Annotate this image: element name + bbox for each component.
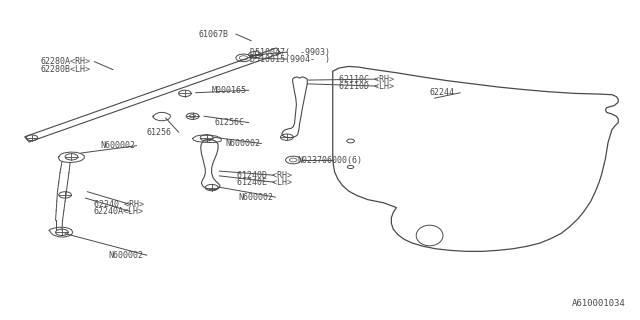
Text: 61256: 61256 <box>147 128 172 137</box>
Text: N600002: N600002 <box>100 141 135 150</box>
Text: 62280B<LH>: 62280B<LH> <box>41 65 91 74</box>
Text: D510047(  -9903): D510047( -9903) <box>250 48 330 57</box>
Text: 62240 <RH>: 62240 <RH> <box>94 200 144 209</box>
Text: 61240D <RH>: 61240D <RH> <box>237 171 292 180</box>
Text: 62110C <RH>: 62110C <RH> <box>339 75 394 84</box>
Text: 62244: 62244 <box>429 88 454 97</box>
Text: 61256C: 61256C <box>215 118 245 127</box>
Text: N600002: N600002 <box>108 251 143 260</box>
Text: N600002: N600002 <box>239 193 273 202</box>
Text: 61067B: 61067B <box>199 30 229 39</box>
Text: M000165: M000165 <box>212 86 246 95</box>
Text: N023706000(6): N023706000(6) <box>298 156 363 165</box>
Text: N600002: N600002 <box>226 139 260 148</box>
Text: A610001034: A610001034 <box>572 299 626 308</box>
Text: D510015(9904-  ): D510015(9904- ) <box>250 55 330 64</box>
Text: 62240A<LH>: 62240A<LH> <box>94 207 144 216</box>
Text: 62280A<RH>: 62280A<RH> <box>41 57 91 66</box>
Text: 61240E <LH>: 61240E <LH> <box>237 178 292 187</box>
Text: 62110D <LH>: 62110D <LH> <box>339 82 394 91</box>
